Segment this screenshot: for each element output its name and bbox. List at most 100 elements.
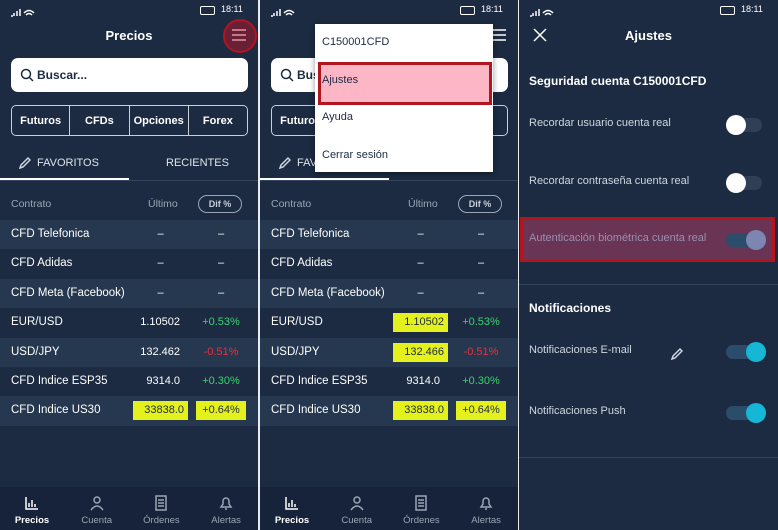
last-price: 1.10502: [393, 313, 448, 333]
menu-item[interactable]: Ajustes: [315, 61, 493, 105]
price-row[interactable]: CFD Indice ESP35 9314.0 +0.30%: [0, 367, 258, 397]
battery: [200, 6, 215, 15]
nav-label[interactable]: Alertas: [211, 515, 241, 526]
toggle-knob: [746, 342, 766, 362]
menu-item-label: C150001CFD: [322, 36, 390, 48]
column-header[interactable]: Dif %: [458, 195, 502, 213]
change: –: [477, 257, 485, 270]
search-box[interactable]: Buscar...: [11, 58, 248, 92]
subtab-underline: [0, 178, 129, 180]
nav-icon[interactable]: [153, 495, 169, 516]
section-title: Seguridad cuenta C150001CFD: [529, 74, 707, 88]
menu-item[interactable]: Cerrar sesión: [315, 137, 493, 174]
nav-icon[interactable]: [349, 495, 365, 516]
nav-label[interactable]: Precios: [14, 515, 50, 526]
price-row[interactable]: CFD Meta (Facebook) – –: [260, 278, 518, 309]
last-price: –: [157, 228, 164, 240]
last-price: –: [157, 286, 164, 299]
column-header: Contrato: [11, 198, 52, 210]
category-tab[interactable]: Futuros: [11, 105, 71, 136]
last-price: –: [157, 257, 164, 270]
close-button[interactable]: [533, 28, 547, 47]
screen-title: Precios: [105, 28, 153, 43]
last-price: –: [417, 228, 424, 240]
price-row[interactable]: CFD Telefonica – –: [260, 220, 518, 250]
nav-label[interactable]: Precios: [274, 515, 310, 526]
contract-name: CFD Indice US30: [11, 404, 101, 417]
nav-icon[interactable]: [478, 495, 494, 516]
price-row[interactable]: CFD Adidas – –: [260, 249, 518, 279]
toggle[interactable]: [726, 342, 766, 362]
toggle-knob: [746, 230, 766, 250]
category-tab[interactable]: Opciones: [129, 105, 189, 136]
status-icons: [529, 5, 557, 23]
toggle-knob: [746, 403, 766, 423]
price-row[interactable]: EUR/USD 1.10502 +0.53%: [0, 308, 258, 338]
nav-icon[interactable]: [218, 495, 234, 516]
setting-label: Recordar contraseña cuenta real: [529, 175, 690, 187]
last-price: –: [417, 257, 424, 270]
column-header: Último: [408, 198, 438, 210]
change: +0.64%: [456, 401, 506, 421]
subtab[interactable]: RECIENTES: [166, 157, 229, 169]
phone-screen: 18:11 Ajustes Seguridad cuenta C150001CFD R…: [519, 0, 778, 530]
toggle[interactable]: [726, 115, 762, 135]
nav-bar: [0, 487, 258, 530]
nav-icon[interactable]: [24, 495, 40, 516]
price-row[interactable]: CFD Adidas – –: [0, 249, 258, 279]
subtab[interactable]: FAVORITOS: [37, 157, 99, 169]
status-time: 18:11: [221, 4, 243, 14]
category-tab[interactable]: CFDs: [70, 105, 130, 136]
change: –: [477, 228, 485, 240]
price-row[interactable]: EUR/USD 1.10502 +0.53%: [260, 308, 518, 338]
price-row[interactable]: USD/JPY 132.466 -0.51%: [260, 337, 518, 367]
nav-label[interactable]: Órdenes: [403, 515, 440, 526]
battery: [720, 6, 735, 15]
battery: [460, 6, 475, 15]
change: –: [477, 286, 485, 299]
divider: [519, 284, 778, 285]
price-row[interactable]: CFD Indice ESP35 9314.0 +0.30%: [260, 367, 518, 397]
nav-label[interactable]: Órdenes: [143, 515, 180, 526]
edit-icon[interactable]: [670, 347, 684, 365]
menu-item-label: Ajustes: [322, 73, 359, 86]
nav-label[interactable]: Cuenta: [81, 515, 112, 526]
menu-item[interactable]: C150001CFD: [315, 24, 493, 61]
menu-button[interactable]: [491, 28, 507, 47]
pencil-icon: [278, 156, 292, 174]
nav-icon[interactable]: [89, 495, 105, 516]
change: +0.53%: [462, 316, 500, 329]
change: -0.51%: [203, 345, 239, 358]
search-placeholder: Buscar...: [37, 68, 88, 82]
subtab-underline: [260, 178, 389, 180]
menu-item-label: Cerrar sesión: [322, 148, 389, 161]
price-row[interactable]: USD/JPY 132.462 -0.51%: [0, 337, 258, 367]
toggle[interactable]: [726, 403, 766, 423]
price-row[interactable]: CFD Telefonica – –: [0, 220, 258, 250]
contract-name: CFD Meta (Facebook): [271, 286, 385, 299]
menu-item[interactable]: Ayuda: [315, 99, 493, 136]
nav-icon[interactable]: [284, 495, 300, 516]
last-price: 9314.0: [406, 375, 440, 387]
toggle[interactable]: [726, 230, 766, 250]
setting-label: Autenticación biométrica cuenta real: [529, 232, 707, 244]
divider: [0, 180, 258, 181]
highlight-circle: [223, 19, 257, 53]
status-icons: [270, 5, 298, 23]
toggle[interactable]: [726, 173, 762, 193]
price-row[interactable]: CFD Indice US30 33838.0 +0.64%: [0, 396, 258, 426]
change: –: [217, 286, 225, 299]
status-icons: [10, 5, 38, 23]
highlight-box: [520, 217, 775, 262]
nav-icon[interactable]: [413, 495, 429, 516]
nav-label[interactable]: Cuenta: [341, 515, 372, 526]
column-header[interactable]: Dif %: [198, 195, 242, 213]
contract-name: CFD Meta (Facebook): [11, 286, 125, 299]
last-price: 132.462: [140, 345, 180, 358]
price-row[interactable]: CFD Indice US30 33838.0 +0.64%: [260, 396, 518, 426]
nav-label[interactable]: Alertas: [471, 515, 501, 526]
category-tab[interactable]: Forex: [188, 105, 248, 136]
price-row[interactable]: CFD Meta (Facebook) – –: [0, 278, 258, 309]
